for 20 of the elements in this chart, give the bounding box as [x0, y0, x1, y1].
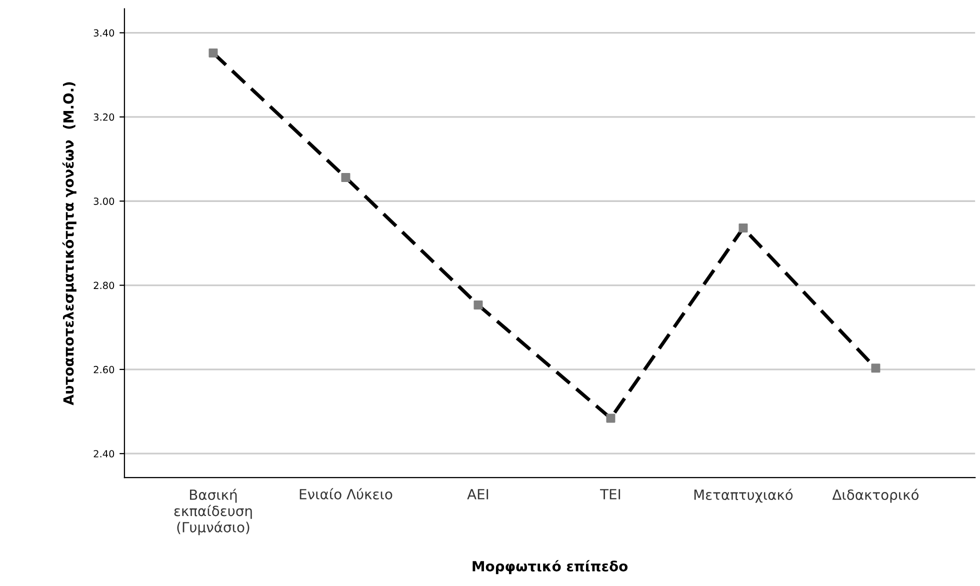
point — [341, 173, 350, 182]
y-axis-title: Αυτοαποτελεσματικότητα γονέων (Μ.Ο.) — [62, 82, 76, 406]
x-tick-label: ΑΕΙ — [467, 489, 488, 500]
point — [871, 364, 880, 373]
y-tick-label: 3.40 — [94, 29, 114, 37]
x-tick-label: ΤΕΙ — [600, 489, 620, 500]
x-tick-label: Μεταπτυχιακό — [694, 488, 793, 503]
point — [474, 300, 483, 310]
y-tick-label: 3.20 — [94, 113, 114, 121]
point — [738, 224, 748, 233]
point — [606, 414, 616, 423]
x-axis-title: Μορφωτικό επίπεδο — [472, 560, 628, 574]
point — [208, 48, 218, 58]
x-tick-label: Ενιαίο Λύκειο — [300, 488, 392, 500]
x-tick-label: Διδακτορικό — [832, 488, 919, 503]
y-tick-label: 2.60 — [94, 366, 114, 374]
y-tick-label: 2.80 — [94, 282, 114, 290]
y-tick-label: 3.00 — [94, 198, 114, 205]
y-tick-label: 2.40 — [94, 450, 114, 458]
x-tick-label: Βασική εκπαίδευση (Γυμνάσιο) — [174, 488, 252, 536]
